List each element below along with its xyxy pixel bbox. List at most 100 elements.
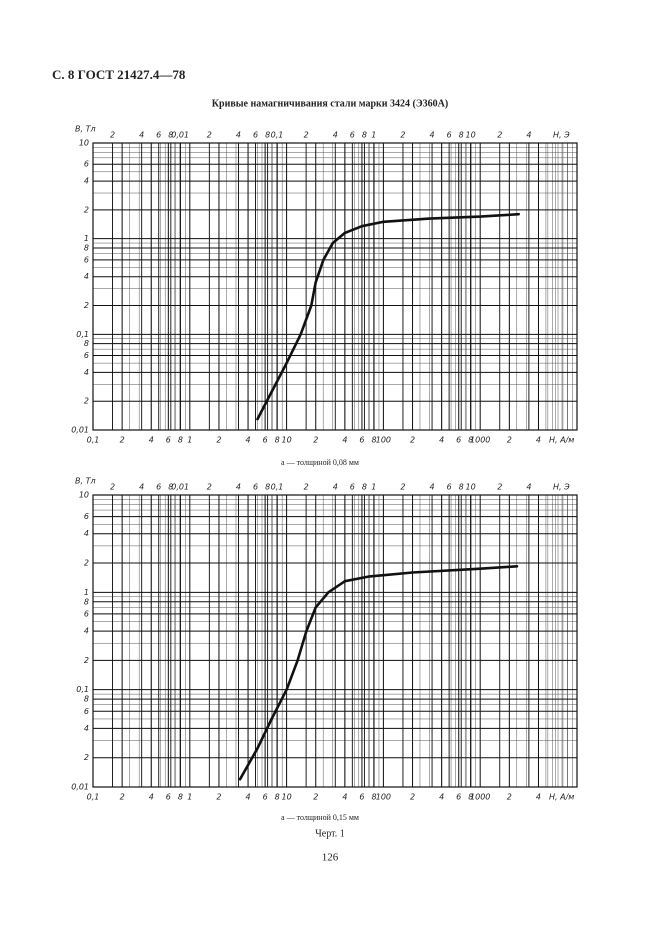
x-tick-label: 6 [263, 793, 268, 802]
y-tick-label: 2 [84, 205, 89, 214]
x2-tick-label: 8 [459, 483, 464, 492]
y-tick-label: 6 [84, 351, 89, 360]
x-tick-label: 8 [275, 436, 280, 445]
x2-tick-label: 8 [459, 131, 464, 140]
plot-frame [92, 494, 578, 788]
y-tick-label: 0,1 [76, 330, 89, 339]
x2-tick-label: 4 [139, 131, 144, 140]
x2-tick-label: 0,1 [271, 131, 284, 140]
y-tick-label: 6 [84, 609, 89, 618]
x-tick-label: 2 [313, 793, 318, 802]
x2-tick-label: 1 [371, 131, 376, 140]
y-tick-label: 0,01 [71, 426, 89, 435]
y-tick-label: 1 [84, 234, 89, 243]
y-tick-label: 2 [84, 559, 89, 568]
x2-tick-label: 6 [447, 483, 452, 492]
y-tick-label: 4 [84, 724, 89, 733]
x2-tick-label: 4 [333, 131, 338, 140]
x2-tick-label: 0,1 [271, 483, 284, 492]
x2-tick-label: 4 [236, 483, 241, 492]
x-axis-label: H, А/м [549, 436, 574, 445]
y-tick-label: 10 [79, 491, 89, 500]
x-tick-label: 4 [246, 793, 251, 802]
x-tick-label: 4 [439, 436, 444, 445]
x-tick-label: 8 [371, 793, 376, 802]
y-tick-label: 8 [84, 243, 89, 252]
x2-tick-label: 4 [526, 131, 531, 140]
y-tick-label: 4 [84, 627, 89, 636]
x2-tick-label: 8 [168, 483, 173, 492]
y-tick-label: 2 [84, 397, 89, 406]
x-tick-label: 100 [376, 436, 391, 445]
x-tick-label: 2 [507, 793, 512, 802]
x-tick-label: 1000 [470, 436, 490, 445]
x2-tick-label: 4 [430, 483, 435, 492]
x-tick-label: 4 [149, 793, 154, 802]
x2-tick-label: 2 [207, 483, 212, 492]
x2-tick-label: 6 [156, 131, 161, 140]
x2-tick-label: 8 [168, 131, 173, 140]
x-tick-label: 4 [149, 436, 154, 445]
x-tick-label: 2 [216, 793, 221, 802]
x-tick-label: 6 [263, 436, 268, 445]
y-tick-label: 8 [84, 339, 89, 348]
x2-tick-label: 4 [333, 483, 338, 492]
header: С. 8 ГОСТ 21427.4—78 [52, 67, 186, 82]
x2-tick-label: 2 [110, 483, 115, 492]
x-tick-label: 2 [410, 793, 415, 802]
y-axis-label: B, Тл [75, 477, 96, 486]
y-tick-label: 6 [84, 160, 89, 169]
x-tick-label: 0,1 [87, 793, 100, 802]
x2-tick-label: 4 [430, 131, 435, 140]
x2-tick-label: 2 [497, 483, 502, 492]
figure-caption: Черт. 1 [315, 828, 344, 839]
x2-axis-label: H, Э [553, 483, 570, 492]
x2-tick-label: 4 [139, 483, 144, 492]
y-tick-label: 0,01 [71, 783, 89, 792]
x-tick-label: 6 [166, 793, 171, 802]
x-tick-label: 1000 [470, 793, 490, 802]
page-number: 126 [322, 852, 339, 864]
x2-tick-label: 10 [466, 483, 476, 492]
x-tick-label: 8 [468, 436, 473, 445]
y-tick-label: 10 [79, 139, 89, 148]
x2-axis-label: H, Э [553, 131, 570, 140]
x2-tick-label: 6 [156, 483, 161, 492]
x-tick-label: 10 [282, 436, 292, 445]
y-tick-label: 8 [84, 597, 89, 606]
y-tick-label: 6 [84, 255, 89, 264]
x2-tick-label: 4 [526, 483, 531, 492]
x2-tick-label: 2 [497, 131, 502, 140]
x-tick-label: 8 [178, 436, 183, 445]
x-tick-label: 8 [468, 793, 473, 802]
x2-tick-label: 2 [110, 131, 115, 140]
x-tick-label: 6 [456, 793, 461, 802]
y-tick-label: 6 [84, 512, 89, 521]
curve [238, 565, 519, 781]
x2-tick-label: 8 [362, 483, 367, 492]
x2-tick-label: 6 [350, 483, 355, 492]
plot-frame [92, 142, 578, 431]
curve [256, 212, 520, 421]
x-tick-label: 6 [359, 436, 364, 445]
x2-tick-label: 6 [253, 483, 258, 492]
x2-tick-label: 6 [447, 131, 452, 140]
x-tick-label: 4 [342, 793, 347, 802]
x-tick-label: 8 [178, 793, 183, 802]
x2-tick-label: 6 [350, 131, 355, 140]
caption: а — толщиной 0,08 мм [281, 458, 359, 467]
x-tick-label: 10 [282, 793, 292, 802]
x2-tick-label: 10 [466, 131, 476, 140]
x-tick-label: 1 [187, 793, 192, 802]
x-tick-label: 2 [410, 436, 415, 445]
x2-tick-label: 2 [207, 131, 212, 140]
x-tick-label: 0,1 [87, 436, 100, 445]
y-tick-label: 1 [84, 588, 89, 597]
x2-tick-label: 0,01 [171, 483, 189, 492]
y-tick-label: 2 [84, 753, 89, 762]
x-tick-label: 6 [456, 436, 461, 445]
x-tick-label: 8 [275, 793, 280, 802]
x2-tick-label: 2 [304, 131, 309, 140]
